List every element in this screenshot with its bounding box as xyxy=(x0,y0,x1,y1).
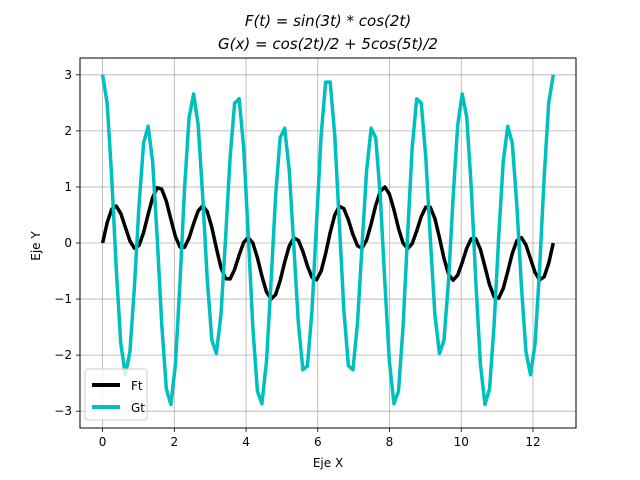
y-axis-label: Eje Y xyxy=(29,231,43,261)
x-tick-label: 4 xyxy=(242,435,250,449)
x-tick-label: 6 xyxy=(314,435,322,449)
grid xyxy=(80,58,576,428)
legend-label-gt: Gt xyxy=(131,401,145,415)
y-tick-label: 0 xyxy=(64,236,72,250)
y-tick-label: 1 xyxy=(64,180,72,194)
y-tick-label: −1 xyxy=(54,292,72,306)
x-tick-label: 2 xyxy=(171,435,179,449)
x-tick-label: 8 xyxy=(386,435,394,449)
y-tick-label: 2 xyxy=(64,124,72,138)
y-tick-label: −2 xyxy=(54,348,72,362)
series-lines xyxy=(100,74,555,407)
y-tick-label: 3 xyxy=(64,68,72,82)
series-line-ft xyxy=(100,185,555,301)
legend: Ft Gt xyxy=(84,368,148,421)
chart-title-line-1: F(t) = sin(3t) * cos(2t) xyxy=(245,12,411,30)
x-tick-label: 0 xyxy=(99,435,107,449)
series-line-gt xyxy=(100,74,555,407)
x-axis-label: Eje X xyxy=(313,456,343,470)
y-tick-label: −3 xyxy=(54,404,72,418)
chart-title-line-2: G(x) = cos(2t)/2 + 5cos(5t)/2 xyxy=(218,35,438,53)
x-tick-label: 12 xyxy=(525,435,540,449)
x-tick-label: 10 xyxy=(454,435,469,449)
legend-label-ft: Ft xyxy=(131,379,143,393)
